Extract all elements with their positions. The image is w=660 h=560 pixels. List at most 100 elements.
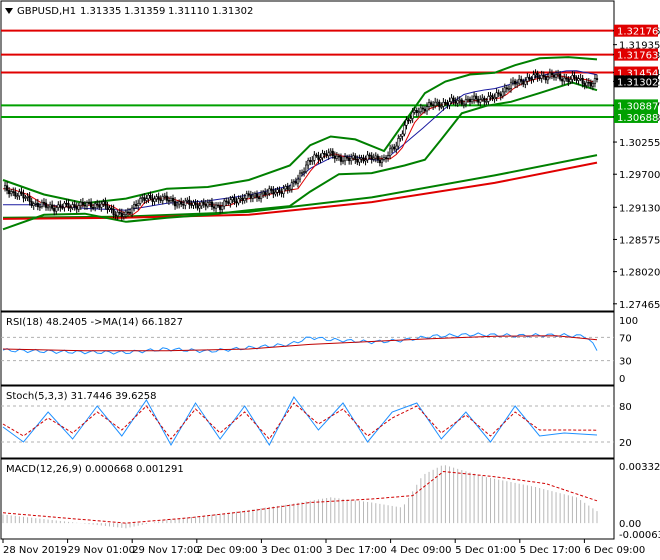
candle-body [112, 208, 115, 216]
candle-body [417, 111, 420, 114]
macd-tick-label: -0.000633 [619, 530, 660, 541]
candle-body [565, 77, 568, 80]
level-price-tag-label: 1.31454 [617, 69, 658, 80]
candle-body [251, 195, 254, 199]
candle-body [395, 145, 398, 150]
bollinger-upper-line [2, 56, 598, 205]
candle-body [567, 78, 570, 83]
level-price-tag [614, 48, 658, 61]
candle-body [452, 97, 455, 102]
price-tick-label: 1.31935 [619, 41, 660, 52]
level-price-tag-label: 1.30688 [617, 113, 658, 124]
price-tick-label: 1.29700 [619, 170, 660, 181]
candle-body [237, 198, 240, 204]
candle-body [32, 203, 35, 206]
time-tick-label: 28 Nov 2019 [3, 545, 67, 556]
candle-body [40, 201, 44, 207]
candle-body [575, 77, 578, 81]
candle-body [114, 214, 117, 217]
candle-body [118, 211, 121, 214]
level-price-tag [614, 110, 658, 123]
candle-body [589, 82, 592, 87]
candle-body [30, 201, 33, 206]
candle-body [468, 98, 472, 103]
candle-body [227, 201, 230, 204]
time-tick-label: 2 Dec 09:00 [197, 545, 258, 556]
candle-body [460, 99, 463, 105]
candle-body [46, 206, 50, 209]
candle-body [364, 159, 367, 162]
candle-body [501, 91, 504, 97]
candle-body [255, 193, 259, 198]
candle-body [532, 74, 535, 80]
rsi-panel[interactable]: RSI(18) 48.2405 ->MA(14) 66.1827 100 70 30… [0, 311, 638, 386]
candle-body [141, 197, 144, 199]
candle-body [116, 211, 119, 217]
candle-body [540, 74, 543, 79]
candle-body [20, 191, 23, 194]
candle-body [518, 78, 521, 84]
candle-body [153, 198, 156, 202]
candle-body [346, 156, 349, 159]
candle-body [389, 148, 392, 156]
candle-body [77, 205, 80, 210]
candle-body [28, 196, 31, 202]
time-tick-label: 5 Dec 17:00 [520, 545, 581, 556]
candle-body [321, 152, 324, 159]
candle-body [87, 202, 91, 204]
candle-body [573, 75, 576, 78]
collapse-triangle-icon[interactable] [5, 8, 13, 14]
candle-body [516, 82, 519, 85]
candle-body [425, 106, 429, 112]
candle-body [16, 195, 19, 198]
candle-body [302, 171, 306, 173]
candle-body [462, 103, 465, 106]
candle-body [200, 201, 203, 207]
time-tick-label: 29 Nov 17:00 [132, 545, 199, 556]
candle-body [528, 76, 531, 80]
main-price-panel[interactable]: GBPUSD,H1 1.31335 1.31359 1.31110 1.3130… [0, 0, 660, 312]
candle-body [159, 199, 162, 201]
candle-body [432, 104, 435, 107]
candle-body [73, 204, 76, 207]
candle-body [233, 197, 236, 203]
candle-body [444, 101, 447, 104]
candle-body [292, 181, 295, 184]
candle-body [464, 99, 468, 105]
candle-body [257, 197, 261, 199]
ohlc-close: 1.31302 [212, 6, 253, 17]
candle-body [120, 212, 123, 217]
candle-body [165, 195, 168, 201]
level-price-tag [614, 99, 658, 112]
candle-body [161, 196, 164, 201]
candle-body [300, 171, 304, 174]
candle-body [352, 155, 355, 159]
candle-body [286, 186, 289, 190]
candle-body [405, 119, 408, 126]
candle-body [313, 154, 316, 161]
candle-body [42, 201, 46, 204]
stoch-panel[interactable]: Stoch(5,3,3) 31.7446 39.6258 80 20 [0, 385, 632, 459]
candle-body [350, 157, 353, 162]
candle-body [583, 83, 586, 86]
candle-body [173, 201, 177, 207]
candle-body [563, 77, 566, 82]
candle-body [180, 201, 183, 205]
candle-body [585, 81, 588, 86]
candle-body [495, 92, 498, 98]
candle-body [362, 157, 365, 162]
rsi-plot-area [1, 332, 614, 362]
candle-body [413, 109, 416, 113]
candle-body [497, 92, 500, 95]
candle-body [343, 156, 347, 162]
candle-body [579, 77, 582, 80]
level-price-tag [614, 24, 658, 37]
candle-body [311, 160, 314, 162]
rsi-tick-label: 0 [619, 374, 625, 385]
candle-body [327, 152, 330, 157]
macd-panel[interactable]: MACD(12,26,9) 0.000668 0.001291 0.003322… [0, 458, 660, 541]
candle-body [163, 195, 166, 198]
level-price-tag [614, 75, 658, 88]
candle-body [178, 201, 181, 205]
